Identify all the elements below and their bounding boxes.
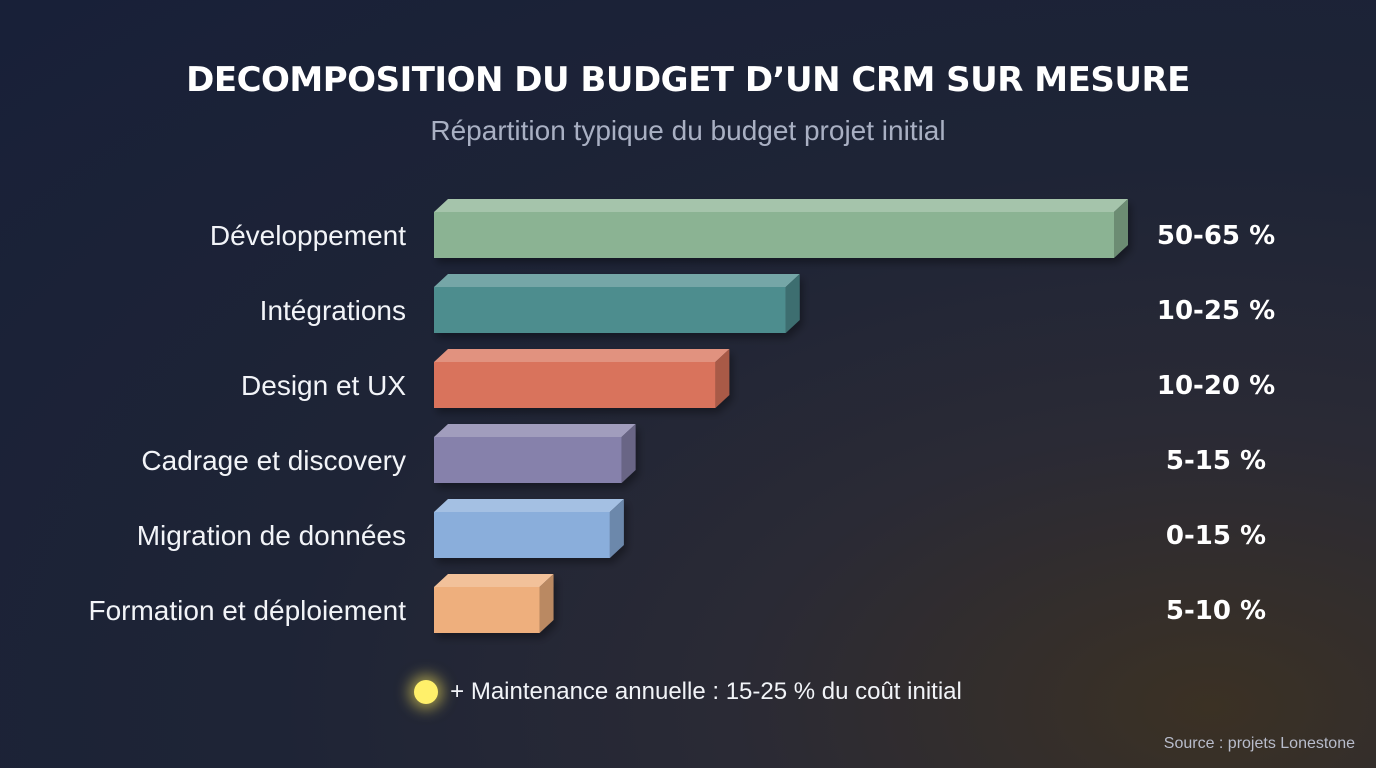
bar-front-face bbox=[434, 587, 540, 633]
bar-top-face bbox=[434, 424, 636, 437]
bar-front-face bbox=[434, 287, 786, 333]
bar-3 bbox=[434, 349, 730, 408]
maintenance-note-text: + Maintenance annuelle : 15-25 % du coût… bbox=[450, 678, 962, 705]
value-label: 0-15 % bbox=[1166, 521, 1266, 551]
bar-1 bbox=[434, 199, 1128, 258]
bar-side-face bbox=[539, 574, 554, 633]
value-label: 5-15 % bbox=[1166, 446, 1266, 476]
bar-top-face bbox=[434, 499, 624, 512]
bar-5 bbox=[434, 499, 624, 558]
bar-side-face bbox=[1114, 199, 1128, 258]
category-label: Design et UX bbox=[241, 370, 406, 401]
value-label: 10-20 % bbox=[1157, 371, 1275, 401]
bar-side-face bbox=[785, 274, 800, 333]
bar-front-face bbox=[434, 212, 1114, 258]
category-label: Cadrage et discovery bbox=[141, 445, 406, 476]
value-label: 10-25 % bbox=[1157, 296, 1275, 326]
category-label: Développement bbox=[210, 220, 406, 251]
chart-title: DECOMPOSITION DU BUDGET D’UN CRM SUR MES… bbox=[186, 60, 1190, 100]
bar-4 bbox=[434, 424, 636, 483]
bar-side-face bbox=[621, 424, 636, 483]
chart-subtitle: Répartition typique du budget projet ini… bbox=[430, 115, 946, 146]
bar-top-face bbox=[434, 199, 1128, 212]
category-label: Migration de données bbox=[137, 520, 406, 551]
bar-front-face bbox=[434, 512, 610, 558]
value-label: 5-10 % bbox=[1166, 596, 1266, 626]
bar-side-face bbox=[609, 499, 624, 558]
value-label: 50-65 % bbox=[1157, 221, 1275, 251]
bar-6 bbox=[434, 574, 554, 633]
category-label: Intégrations bbox=[260, 295, 406, 326]
category-label: Formation et déploiement bbox=[88, 595, 406, 626]
bar-front-face bbox=[434, 437, 622, 483]
bar-front-face bbox=[434, 362, 716, 408]
bar-top-face bbox=[434, 274, 800, 287]
maintenance-note: + Maintenance annuelle : 15-25 % du coût… bbox=[0, 678, 1376, 706]
bar-top-face bbox=[434, 349, 730, 362]
glowing-dot-icon bbox=[414, 680, 439, 704]
bar-top-face bbox=[434, 574, 554, 587]
bar-side-face bbox=[715, 349, 730, 408]
source-credit: Source : projets Lonestone bbox=[1163, 735, 1355, 752]
bar-2 bbox=[434, 274, 800, 333]
